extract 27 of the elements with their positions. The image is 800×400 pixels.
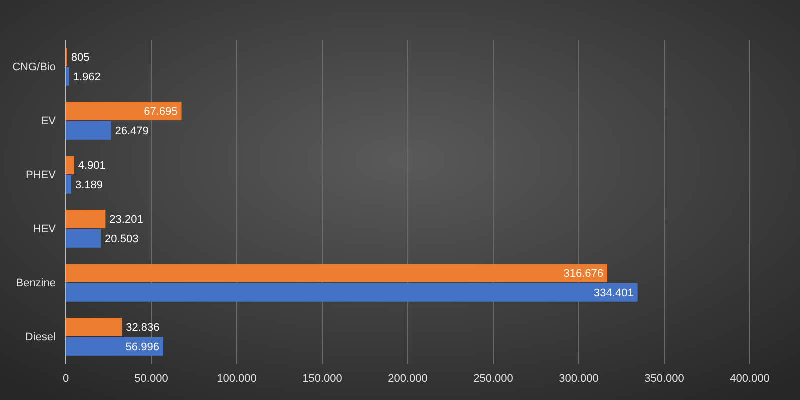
x-tick-label: 0 xyxy=(62,372,70,385)
y-tick-label: CNG/Bio xyxy=(12,62,56,74)
x-tick-label: 250.000 xyxy=(474,372,514,385)
x-tick-label: 50.000 xyxy=(134,372,168,385)
data-label: 4.901 xyxy=(78,160,106,172)
data-label: 32.836 xyxy=(126,322,160,334)
data-label: 805 xyxy=(71,52,90,64)
y-tick-label: PHEV xyxy=(26,170,57,182)
x-tick-label: 400.000 xyxy=(730,372,770,385)
data-label: 316.676 xyxy=(564,268,604,280)
x-tick-label: 200.000 xyxy=(388,372,428,385)
y-tick-label: Diesel xyxy=(25,332,56,344)
data-label: 20.503 xyxy=(105,234,139,246)
x-tick-label: 150.000 xyxy=(302,372,342,385)
y-tick-label: EV xyxy=(41,116,57,128)
data-label: 67.695 xyxy=(144,106,178,118)
data-label: 56.996 xyxy=(126,342,160,354)
x-tick-label: 300.000 xyxy=(559,372,599,385)
x-tick-label: 350.000 xyxy=(644,372,684,385)
x-tick-label: 100.000 xyxy=(217,372,257,385)
data-label: 3.189 xyxy=(75,180,103,192)
y-tick-label: HEV xyxy=(33,224,57,236)
y-tick-label: Benzine xyxy=(16,278,56,290)
data-label: 23.201 xyxy=(110,214,144,226)
data-label: 334.401 xyxy=(594,288,634,300)
data-label: 26.479 xyxy=(115,126,149,138)
data-label: 1.962 xyxy=(73,72,101,84)
